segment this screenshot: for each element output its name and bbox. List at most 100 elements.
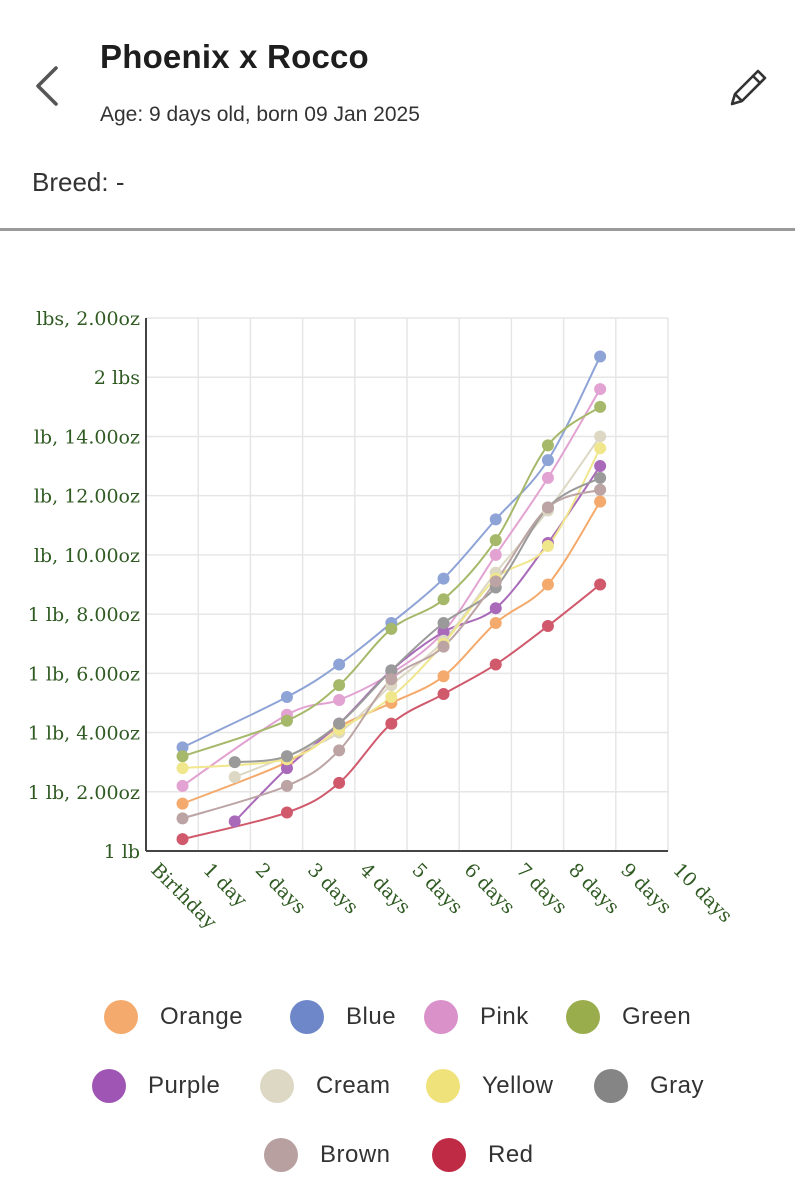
data-point-cream (228, 770, 241, 783)
y-tick-label: lb, 14.00oz (34, 426, 140, 448)
data-point-blue (333, 658, 346, 671)
data-point-red (280, 806, 293, 819)
data-point-green (176, 750, 189, 763)
x-tick-label: 5 days (407, 859, 466, 918)
y-tick-label: 1 lb, 6.00oz (28, 663, 140, 685)
data-point-gray (437, 616, 450, 629)
chart-legend: Orange Blue Pink Green Purple Cream Yellow Gray… (0, 985, 795, 1185)
data-point-pink (489, 548, 502, 561)
legend-label: Green (622, 1003, 692, 1030)
data-point-purple (280, 762, 293, 775)
data-point-brown (333, 744, 346, 757)
page-title: Phoenix x Rocco (100, 38, 369, 75)
data-point-red (489, 658, 502, 671)
legend-label: Yellow (482, 1072, 554, 1099)
legend-item-blue[interactable]: Blue (290, 999, 396, 1035)
legend-label: Blue (346, 1003, 397, 1030)
data-point-pink (594, 383, 607, 396)
data-point-blue (541, 454, 554, 467)
data-point-yellow (385, 691, 398, 704)
data-point-purple (437, 625, 450, 638)
y-tick-label: 1 lb, 2.00oz (28, 782, 140, 804)
legend-item-pink[interactable]: Pink (424, 999, 529, 1035)
y-tick-label: 1 lb, 8.00oz (28, 604, 140, 626)
x-tick-label: 3 days (303, 859, 362, 918)
data-point-gray (385, 664, 398, 677)
data-point-brown (541, 501, 554, 514)
data-point-orange (176, 797, 189, 810)
data-point-red (176, 833, 189, 846)
data-point-orange (489, 616, 502, 629)
x-tick-label: 9 days (616, 859, 675, 918)
data-point-blue (594, 350, 607, 363)
header: Phoenix x Rocco Age: 9 days old, born 09… (0, 0, 795, 232)
legend-item-yellow[interactable]: Yellow (426, 1068, 554, 1104)
data-point-gray (228, 756, 241, 769)
age-text: Age: 9 days old, born 09 Jan 2025 (100, 103, 420, 126)
legend-swatch (104, 1000, 138, 1034)
data-point-cream (594, 430, 607, 443)
x-tick-label: 4 days (355, 859, 414, 918)
legend-swatch (594, 1069, 628, 1103)
series-line-brown (182, 488, 601, 820)
y-tick-label: 1 lb (104, 841, 140, 863)
data-point-green (333, 679, 346, 692)
data-point-yellow (594, 442, 607, 455)
legend-item-purple[interactable]: Purple (92, 1068, 220, 1104)
data-point-blue (176, 741, 189, 754)
data-point-gray (333, 717, 346, 730)
data-point-red (594, 578, 607, 591)
series-line-orange (182, 501, 601, 805)
data-point-red (333, 776, 346, 789)
data-point-purple (594, 460, 607, 473)
y-tick-label: lb, 12.00oz (34, 486, 140, 508)
data-point-blue (280, 691, 293, 704)
legend-item-cream[interactable]: Cream (260, 1068, 391, 1104)
data-point-brown (594, 483, 607, 496)
data-point-green (541, 439, 554, 452)
y-tick-label: 1 lb, 4.00oz (28, 723, 140, 745)
data-point-gray (594, 471, 607, 484)
data-point-brown (489, 575, 502, 588)
legend-item-green[interactable]: Green (566, 999, 691, 1035)
legend-label: Purple (148, 1072, 221, 1099)
data-point-blue (489, 513, 502, 526)
data-point-green (489, 534, 502, 547)
legend-label: Pink (480, 1003, 529, 1030)
legend-label: Gray (650, 1072, 705, 1099)
legend-item-red[interactable]: Red (432, 1137, 534, 1173)
x-tick-label: 10 days (668, 859, 736, 927)
y-tick-label: lbs, 2.00oz (36, 308, 140, 330)
data-point-red (541, 619, 554, 632)
data-point-green (385, 622, 398, 635)
legend-label: Brown (320, 1141, 391, 1168)
legend-swatch (290, 1000, 324, 1034)
back-button[interactable] (26, 62, 70, 110)
data-point-blue (437, 572, 450, 585)
data-point-green (594, 400, 607, 413)
data-point-pink (541, 471, 554, 484)
legend-swatch (260, 1069, 294, 1103)
data-point-brown (176, 812, 189, 825)
data-point-pink (333, 693, 346, 706)
legend-label: Red (488, 1141, 534, 1168)
legend-item-gray[interactable]: Gray (594, 1068, 704, 1104)
x-tick-label: 2 days (251, 859, 310, 918)
data-point-orange (594, 495, 607, 508)
edit-button[interactable] (724, 64, 772, 112)
data-point-red (385, 717, 398, 730)
legend-swatch (432, 1138, 466, 1172)
data-point-red (437, 688, 450, 701)
pencil-icon (730, 69, 767, 106)
series-line-gray (234, 477, 601, 764)
data-point-orange (541, 578, 554, 591)
weight-chart: Birthday 1 day 2 days 3 days 4 days 5 days 6 d… (0, 300, 795, 950)
legend-swatch (424, 1000, 458, 1034)
header-divider (0, 228, 795, 231)
x-tick-label: 7 days (512, 859, 571, 918)
legend-item-brown[interactable]: Brown (264, 1137, 391, 1173)
legend-item-orange[interactable]: Orange (104, 999, 243, 1035)
breed-text: Breed: - (32, 167, 125, 197)
data-point-gray (280, 750, 293, 763)
